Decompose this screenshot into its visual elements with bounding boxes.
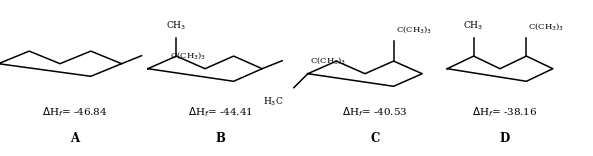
- Text: C(CH$_3$)$_3$: C(CH$_3$)$_3$: [396, 24, 432, 35]
- Text: B: B: [215, 132, 225, 144]
- Text: C(CH$_3$)$_3$: C(CH$_3$)$_3$: [528, 21, 565, 32]
- Text: H$_3$C: H$_3$C: [263, 96, 284, 108]
- Text: D: D: [500, 132, 510, 144]
- Text: $\Delta$H$_f$= -38.16: $\Delta$H$_f$= -38.16: [472, 105, 538, 119]
- Text: $\Delta$H$_f$= -46.84: $\Delta$H$_f$= -46.84: [42, 105, 108, 119]
- Text: $\Delta$H$_f$= -44.41: $\Delta$H$_f$= -44.41: [187, 105, 253, 119]
- Text: $\Delta$H$_f$= -40.53: $\Delta$H$_f$= -40.53: [342, 105, 408, 119]
- Text: A: A: [71, 132, 79, 144]
- Text: CH$_3$: CH$_3$: [464, 20, 484, 32]
- Text: C(CH$_3$)$_3$: C(CH$_3$)$_3$: [170, 50, 206, 61]
- Text: C(CH$_3$)$_3$: C(CH$_3$)$_3$: [310, 55, 346, 66]
- Text: CH$_3$: CH$_3$: [166, 20, 187, 32]
- Text: C: C: [370, 132, 380, 144]
